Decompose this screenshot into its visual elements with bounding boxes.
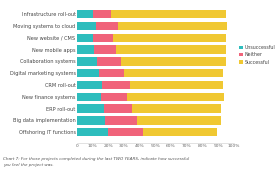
Bar bbox=[143, 128, 216, 136]
Bar bbox=[111, 10, 226, 18]
Bar bbox=[77, 128, 108, 136]
Bar bbox=[93, 10, 111, 18]
Bar bbox=[77, 33, 93, 42]
Bar bbox=[93, 33, 113, 42]
Bar bbox=[130, 81, 223, 89]
Bar bbox=[113, 33, 226, 42]
Bar bbox=[102, 81, 130, 89]
Bar bbox=[108, 128, 143, 136]
Bar bbox=[118, 22, 227, 30]
Bar bbox=[104, 104, 132, 113]
Bar bbox=[99, 69, 124, 77]
Bar bbox=[105, 116, 137, 125]
Bar bbox=[77, 69, 99, 77]
Bar bbox=[77, 22, 96, 30]
Bar bbox=[77, 10, 93, 18]
Bar bbox=[121, 57, 226, 66]
Bar bbox=[97, 57, 121, 66]
Legend: Unsuccessful, Neither, Successful: Unsuccessful, Neither, Successful bbox=[239, 45, 275, 65]
Bar bbox=[77, 81, 102, 89]
Bar bbox=[77, 45, 94, 54]
Bar bbox=[94, 45, 116, 54]
Text: Chart 7: For those projects completed during the last TWO YEARS, indicate how su: Chart 7: For those projects completed du… bbox=[3, 157, 189, 167]
Bar bbox=[124, 69, 223, 77]
Bar bbox=[77, 93, 101, 101]
Bar bbox=[116, 45, 226, 54]
Bar bbox=[137, 116, 221, 125]
Bar bbox=[96, 22, 118, 30]
Bar bbox=[127, 93, 224, 101]
Bar bbox=[77, 57, 97, 66]
Bar bbox=[77, 104, 104, 113]
Bar bbox=[101, 93, 127, 101]
Bar bbox=[132, 104, 221, 113]
Bar bbox=[77, 116, 105, 125]
